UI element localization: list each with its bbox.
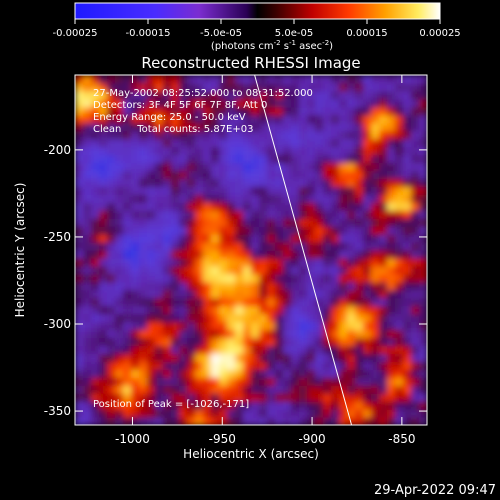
solar-limb-line (254, 75, 353, 425)
footer-timestamp: 29-Apr-2022 09:47 (374, 483, 496, 498)
y-tick-label: -250 (44, 230, 71, 244)
colorbar-units: (photons cm-2 s-1 asec-2) (211, 39, 333, 52)
colorbar-ticks: -0.00025 -0.00015 -5.0e-05 5.0e-05 0.00015 0.… (53, 19, 461, 39)
annotation-energy: Energy Range: 25.0 - 50.0 keV (93, 112, 246, 123)
y-tick-label: -300 (44, 317, 71, 331)
colorbar-frame (74, 2, 441, 20)
colorbar (75, 3, 440, 19)
y-tick-label: -200 (44, 143, 71, 157)
colorbar-tick-label: -0.00025 (53, 28, 98, 39)
colorbar-tick-label: 5.0e-05 (275, 28, 313, 39)
image-area (75, 75, 427, 425)
y-axis-label: Heliocentric Y (arcsec) (13, 183, 27, 318)
x-tick-label: -1000 (115, 432, 150, 446)
plot-frame (74, 74, 428, 426)
chart-title: Reconstructed RHESSI Image (141, 54, 360, 72)
y-tick-label: -350 (44, 404, 71, 418)
colorbar-tick-label: 0.00025 (419, 28, 460, 39)
x-tick-label: -950 (209, 432, 236, 446)
axis-ticks: -1000 -950 -900 -850 -200 -250 -300 -350 (44, 75, 427, 446)
x-axis-label: Heliocentric X (arcsec) (183, 447, 319, 461)
colorbar-tick-label: 0.00015 (346, 28, 387, 39)
colorbar-tick-label: -0.00015 (126, 28, 171, 39)
annotation-detectors: Detectors: 3F 4F 5F 6F 7F 8F, Att 0 (93, 100, 267, 111)
annotation-time-range: 27-May-2002 08:25:52.000 to 08:31:52.000 (93, 88, 313, 99)
heatmap (75, 75, 427, 425)
x-tick-label: -900 (298, 432, 325, 446)
colorbar-tick-label: -5.0e-05 (200, 28, 242, 39)
annotation-peak-position: Position of Peak = [-1026,-171] (93, 399, 249, 410)
annotation-clean: Clean Total counts: 5.87E+03 (93, 124, 253, 135)
x-tick-label: -850 (388, 432, 415, 446)
